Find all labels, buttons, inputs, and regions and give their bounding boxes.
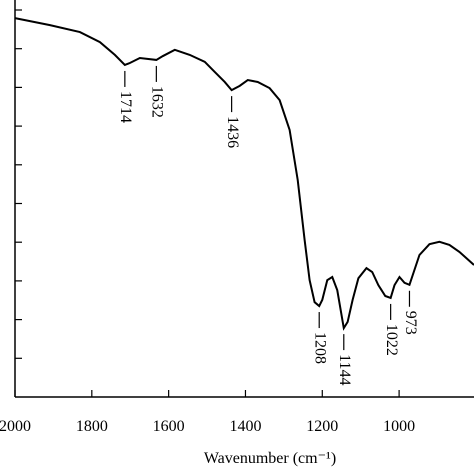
peak-label: 1022 — [383, 324, 400, 356]
x-tick-label: 1000 — [383, 418, 415, 435]
x-tick-label: 1400 — [229, 418, 261, 435]
spectrum-line — [14, 17, 474, 331]
x-axis-title: Wavenumber (cm⁻¹) — [204, 450, 336, 467]
peak-label: 1144 — [336, 354, 353, 385]
peak-label: 1208 — [312, 332, 329, 364]
x-tick-label: 1800 — [76, 418, 108, 435]
peak-label: 1436 — [224, 116, 241, 148]
x-tick-label: 1200 — [306, 418, 338, 435]
peak-label: 1632 — [149, 86, 166, 118]
peak-label: 973 — [402, 311, 419, 335]
x-tick-label: 1600 — [153, 418, 185, 435]
x-tick-label: 2000 — [0, 418, 31, 435]
peak-label: 1714 — [117, 91, 134, 123]
